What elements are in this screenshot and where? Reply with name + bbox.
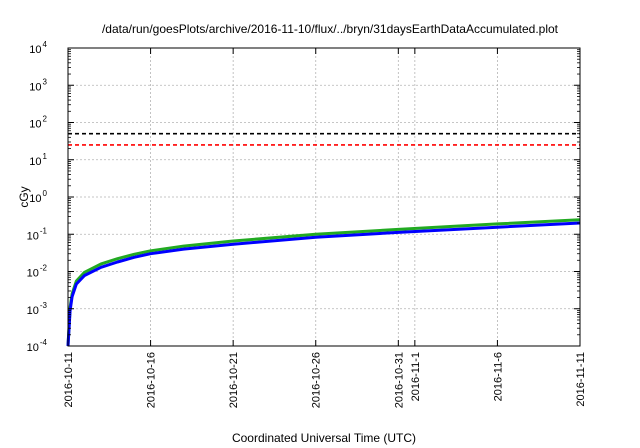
x-tick-label: 2016-10-16 <box>146 352 158 408</box>
y-tick-exponent: 4 <box>43 40 48 49</box>
y-tick-exponent: -4 <box>40 338 48 347</box>
x-tick-label: 2016-10-21 <box>228 352 240 408</box>
x-tick-label: 2016-11-1 <box>410 352 422 401</box>
y-tick-exponent: 1 <box>43 152 48 161</box>
threshold-lines <box>68 132 580 146</box>
chart-title: /data/run/goesPlots/archive/2016-11-10/f… <box>102 22 559 36</box>
x-tick-label: 2016-10-11 <box>63 352 75 407</box>
y-tick-label: 101 <box>29 152 47 168</box>
x-tick-label: 2016-10-31 <box>393 352 405 408</box>
y-tick-exponent: -2 <box>40 264 48 273</box>
y-tick-label: 10-3 <box>27 301 48 317</box>
series-line <box>66 221 581 347</box>
y-tick-label: 104 <box>29 40 47 56</box>
y-tick-label: 10-1 <box>27 226 48 242</box>
data-series <box>66 218 581 347</box>
series-line <box>66 218 581 347</box>
x-tick-label: 2016-11-6 <box>492 352 504 401</box>
y-tick-exponent: 2 <box>43 115 48 124</box>
y-tick-label: 103 <box>29 77 47 93</box>
y-tick-exponent: -1 <box>40 226 48 235</box>
x-axis-ticks: 2016-10-11 2016-10-16 2016-10-21 2016-10-26… <box>63 48 587 408</box>
y-tick-label: 10-2 <box>27 264 48 280</box>
y-tick-exponent: 3 <box>43 77 48 86</box>
x-tick-label: 2016-10-26 <box>311 352 323 408</box>
y-axis-label: cGy <box>17 186 31 207</box>
grid <box>67 47 581 347</box>
y-tick-exponent: 0 <box>43 189 48 198</box>
y-tick-label: 102 <box>29 115 47 131</box>
y-tick-label: 10-4 <box>27 338 48 354</box>
x-tick-label: 2016-11-11 <box>575 352 587 407</box>
x-axis-label: Coordinated Universal Time (UTC) <box>232 431 416 445</box>
y-tick-label: 100 <box>29 189 47 205</box>
y-tick-exponent: -3 <box>40 301 48 310</box>
